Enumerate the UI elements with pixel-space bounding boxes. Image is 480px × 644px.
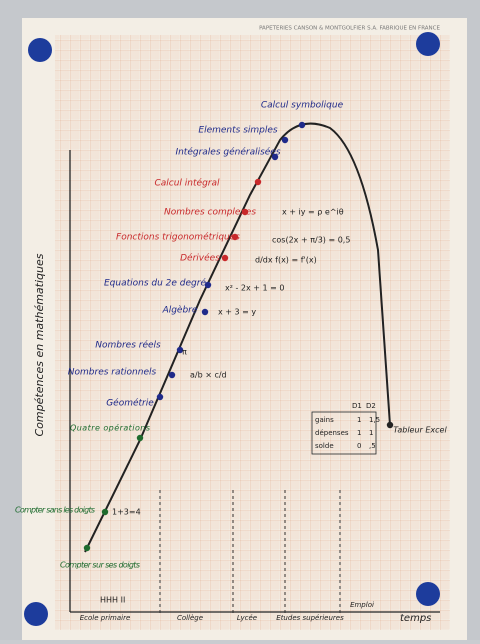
milestone-dot: [176, 346, 184, 354]
milestone-label: Tableur Excel: [393, 426, 447, 435]
milestone-dot: [281, 136, 289, 144]
milestone-dot: [241, 208, 249, 216]
table-cell: 1: [369, 429, 373, 437]
pins: [24, 32, 440, 626]
milestone-label: Fonctions trigonométriques: [116, 232, 240, 243]
stage-label: Etudes supérieures: [276, 614, 344, 622]
milestone-label: Compter sur ses doigts: [60, 561, 140, 570]
milestone-dot: [156, 393, 164, 401]
milestone-dot: [201, 308, 209, 316]
milestone-label: Intégrales généralisées: [175, 147, 280, 158]
stage-label: Emploi: [350, 601, 374, 609]
formula: cos(2x + π/3) = 0,5: [272, 236, 350, 245]
formula: HHH II: [100, 596, 125, 605]
milestone-label: Nombres réels: [95, 340, 161, 351]
milestone-dot: [168, 371, 176, 379]
milestone-dot: [271, 153, 279, 161]
table-cell: ,5: [369, 442, 376, 450]
milestone-label: Nombres complexes: [164, 208, 256, 218]
stage-label: Ecole primaire: [80, 614, 131, 622]
milestone-label: Quatre opérations: [70, 423, 150, 433]
table-cell: solde: [315, 442, 334, 450]
table-cell: 1: [357, 416, 361, 424]
table-header: D1: [352, 402, 362, 410]
table-cell: gains: [315, 416, 334, 424]
formula: x + iy = ρ e^iθ: [282, 208, 344, 217]
brand: PAPETERIES CANSON & MONTGOLFIER S.A. FAB…: [259, 26, 440, 32]
table-cell: 1,5: [369, 416, 380, 424]
milestone-dot: [83, 544, 91, 552]
milestone-dot: [204, 281, 212, 289]
table-header: D2: [366, 402, 376, 410]
milestone-label: Calcul symbolique: [261, 101, 344, 111]
table-cell: 0: [357, 442, 361, 450]
formula: x + 3 = y: [218, 308, 256, 317]
milestone-dot: [221, 254, 229, 262]
milestone-dot: [254, 178, 262, 186]
table-cell: 1: [357, 429, 361, 437]
curve: [84, 122, 391, 553]
grid-paper: [55, 35, 450, 630]
milestone-label: Elements simples: [198, 126, 278, 136]
milestone-label: Géométrie: [106, 398, 154, 409]
milestone-dot: [231, 233, 239, 241]
milestone-label: Dérivées: [180, 253, 220, 264]
milestone-dot: [298, 121, 306, 129]
stage-label: Lycée: [237, 614, 257, 622]
milestone-dot: [136, 434, 144, 442]
table-cell: dépenses: [315, 429, 349, 437]
milestone-label: Equations du 2e degré: [104, 278, 206, 289]
formula: a/b × c/d: [190, 371, 227, 380]
formula: d/dx f(x) = f'(x): [255, 256, 317, 265]
x-label: temps: [400, 613, 431, 624]
formula: π: [182, 348, 187, 357]
milestone-label: Calcul intégral: [154, 178, 220, 189]
formula: 1+3=4: [112, 508, 141, 517]
formula: x² - 2x + 1 = 0: [225, 284, 285, 293]
milestone-dot: [386, 421, 394, 429]
milestone-dot: [101, 508, 109, 516]
y-label: Compétences en mathématiques: [33, 253, 46, 436]
milestone-label: Compter sans les doigts: [15, 506, 95, 515]
milestone-label: Algèbre: [162, 305, 198, 316]
milestone-label: Nombres rationnels: [68, 368, 157, 378]
stage-label: Collège: [177, 614, 203, 622]
